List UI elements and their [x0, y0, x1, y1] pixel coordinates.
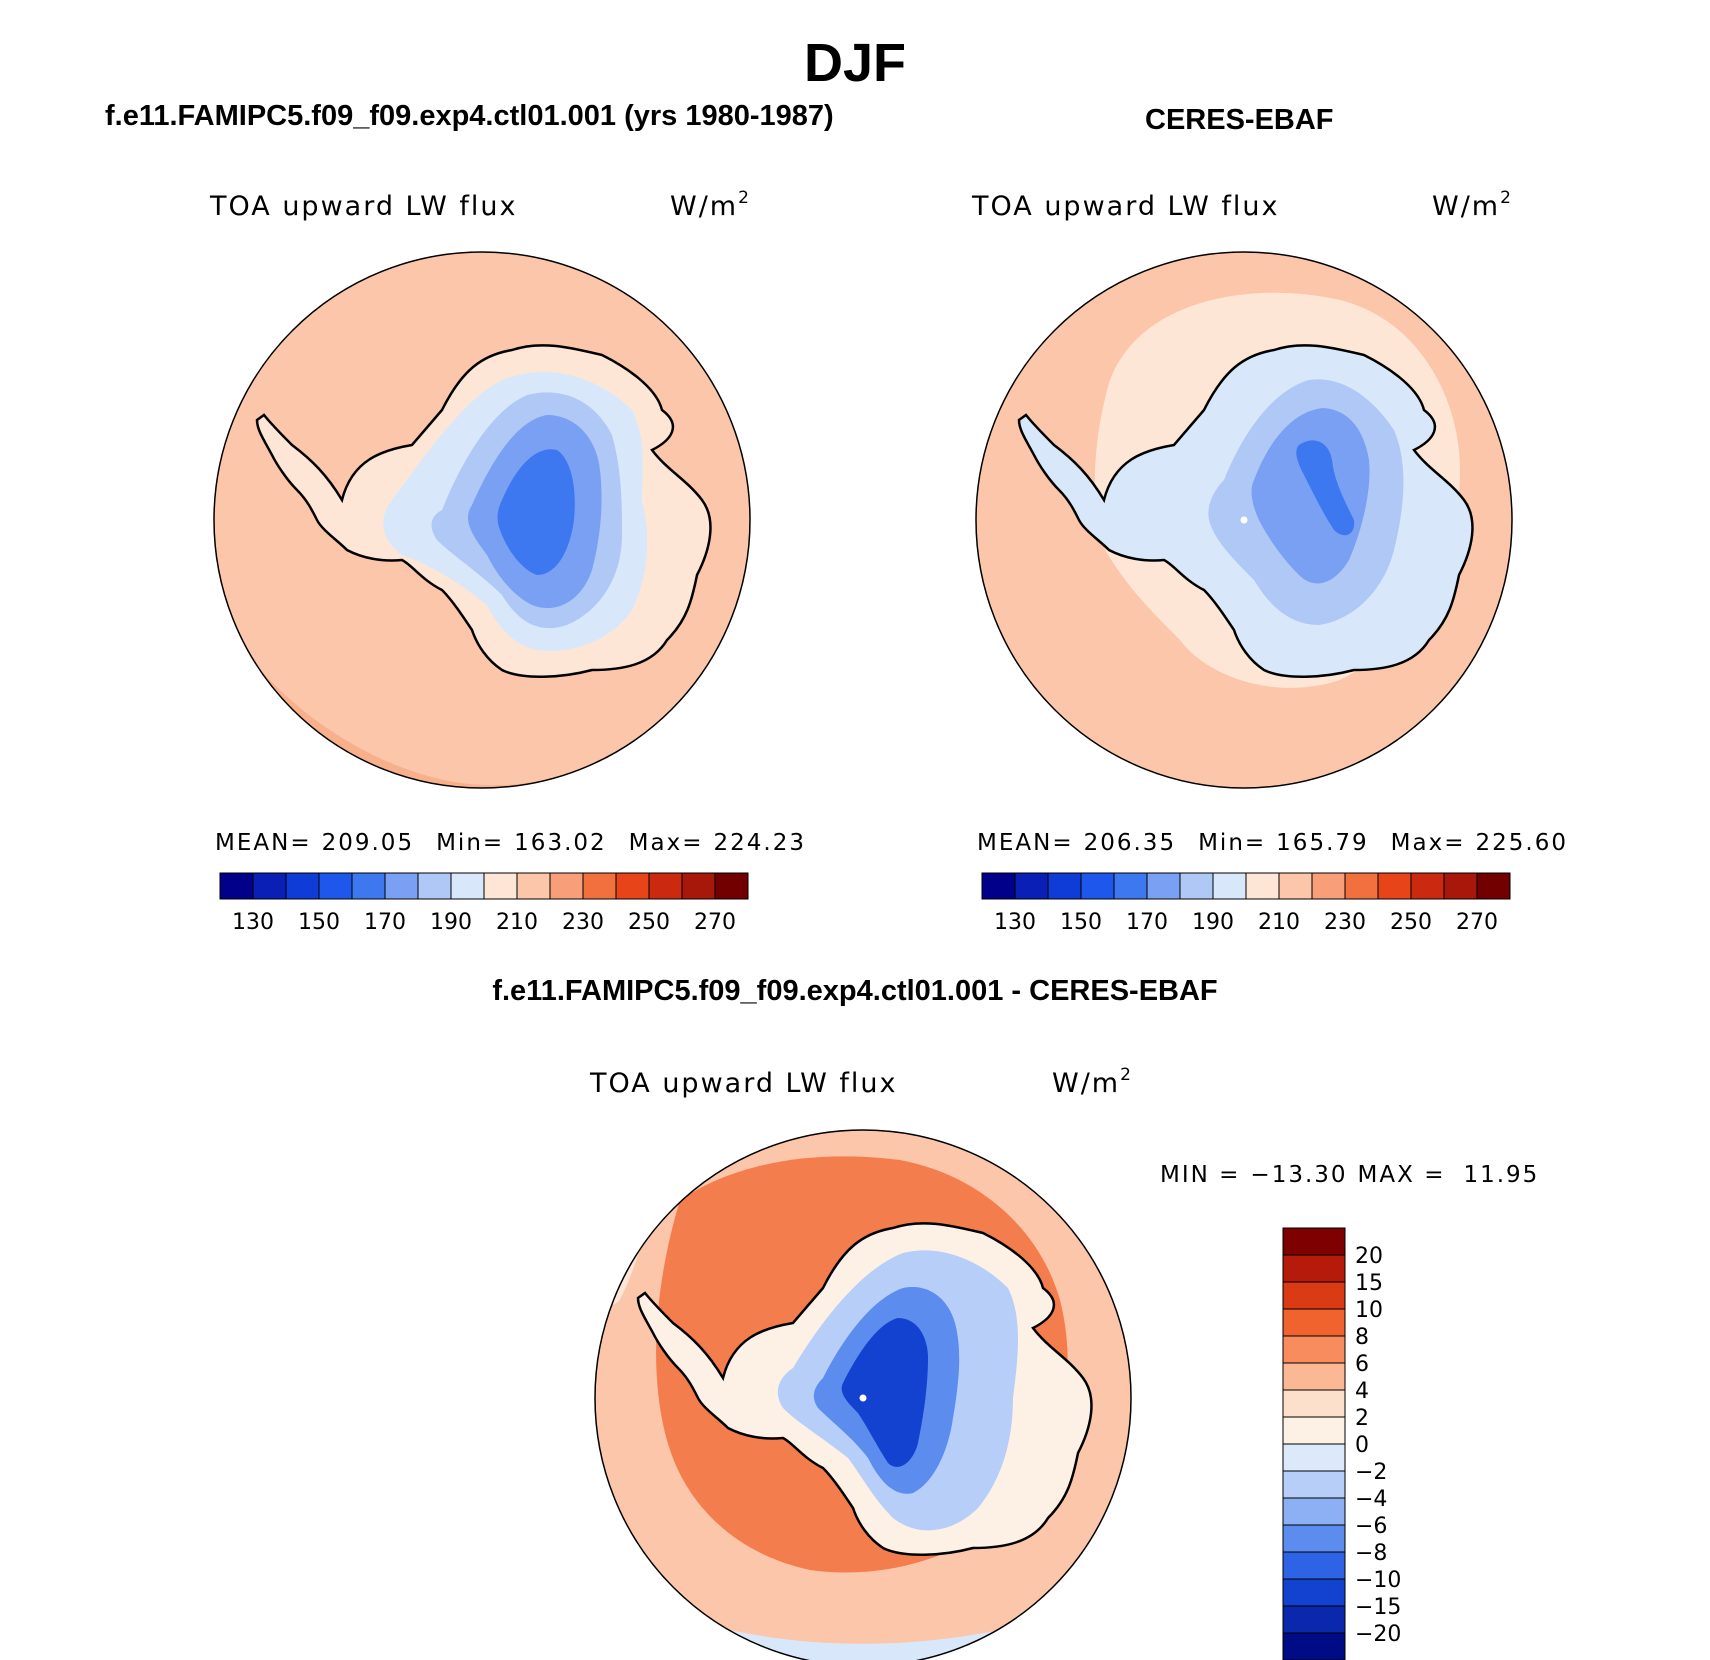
colorbar-swatch [615, 872, 650, 900]
colorbar-tick-label: 190 [1192, 910, 1234, 935]
model-map [213, 251, 751, 789]
colorbar-swatch [648, 872, 683, 900]
colorbar-swatch [252, 872, 287, 900]
colorbar-swatch [1278, 872, 1313, 900]
colorbar-tick-label: −15 [1355, 1595, 1401, 1620]
colorbar-swatch [681, 872, 716, 900]
colorbar-swatch [1282, 1551, 1346, 1580]
colorbar-swatch [1344, 872, 1379, 900]
colorbar-tick-label: 230 [1324, 910, 1366, 935]
colorbar-swatch [1311, 872, 1346, 900]
colorbar-tick-label: −6 [1355, 1514, 1387, 1539]
colorbar-tick-label: 4 [1355, 1379, 1369, 1404]
colorbar-tick-label: −8 [1355, 1541, 1387, 1566]
colorbar-tick-label: 250 [1390, 910, 1432, 935]
colorbar-tick-label: 250 [628, 910, 670, 935]
colorbar-swatch [1282, 1389, 1346, 1418]
colorbar-swatch [1282, 1416, 1346, 1445]
colorbar-swatch [1245, 872, 1280, 900]
colorbar-swatch [1146, 872, 1181, 900]
colorbar-tick-label: 150 [1060, 910, 1102, 935]
colorbar-swatch [549, 872, 584, 900]
colorbar-swatch [285, 872, 320, 900]
colorbar-tick-label: 210 [496, 910, 538, 935]
colorbar-swatch [483, 872, 518, 900]
figure-title: DJF [803, 33, 906, 93]
colorbar-swatch [1113, 872, 1148, 900]
colorbar-swatch [1476, 872, 1511, 900]
colorbar-swatch [714, 872, 749, 900]
colorbar-swatch [417, 872, 452, 900]
colorbar-tick-label: 270 [694, 910, 736, 935]
colorbar-swatch [219, 872, 254, 900]
obs-panel-header: CERES-EBAF [1145, 104, 1334, 136]
model-colorbar: 130 150 170 190 210 230 250 270 [219, 872, 749, 935]
colorbar-swatch [1282, 1497, 1346, 1526]
obs-colorbar: 130 150 170 190 210 230 250 270 [981, 872, 1511, 935]
colorbar-swatch [1047, 872, 1082, 900]
colorbar-swatch [450, 872, 485, 900]
colorbar-swatch [1282, 1578, 1346, 1607]
colorbar-swatch [351, 872, 386, 900]
colorbar-tick-label: −2 [1355, 1460, 1387, 1485]
colorbar-tick-label: 20 [1355, 1244, 1383, 1269]
colorbar-swatch [1410, 872, 1445, 900]
difference-map [594, 1129, 1132, 1660]
colorbar-swatch [1282, 1605, 1346, 1634]
colorbar-tick-label: 6 [1355, 1352, 1369, 1377]
colorbar-swatch [582, 872, 617, 900]
difference-panel-header: f.e11.FAMIPC5.f09_f09.exp4.ctl01.001 - C… [492, 975, 1218, 1007]
colorbar-tick-label: 170 [364, 910, 406, 935]
colorbar-swatch [1282, 1443, 1346, 1472]
colorbar-swatch [1080, 872, 1115, 900]
colorbar-swatch [1212, 872, 1247, 900]
model-units-label: W/m2 [670, 188, 751, 222]
obs-map [975, 251, 1513, 789]
difference-units-label: W/m2 [1052, 1065, 1133, 1099]
colorbar-swatch [1282, 1335, 1346, 1364]
colorbar-swatch [1282, 1254, 1346, 1283]
colorbar-tick-label: 230 [562, 910, 604, 935]
colorbar-tick-label: 130 [232, 910, 274, 935]
colorbar-swatch [1282, 1632, 1346, 1660]
colorbar-swatch [1443, 872, 1478, 900]
colorbar-swatch [1282, 1470, 1346, 1499]
colorbar-swatch [981, 872, 1016, 900]
colorbar-tick-label: 210 [1258, 910, 1300, 935]
colorbar-tick-label: 150 [298, 910, 340, 935]
obs-units-label: W/m2 [1432, 188, 1513, 222]
colorbar-swatch [1014, 872, 1049, 900]
model-variable-label: TOA upward LW flux [209, 191, 518, 222]
colorbar-swatch [516, 872, 551, 900]
colorbar-swatch [318, 872, 353, 900]
colorbar-swatch [1282, 1308, 1346, 1337]
colorbar-tick-label: 15 [1355, 1271, 1383, 1296]
colorbar-swatch [1282, 1281, 1346, 1310]
colorbar-tick-label: −10 [1355, 1568, 1401, 1593]
colorbar-tick-label: 10 [1355, 1298, 1383, 1323]
obs-stats: MEAN= 206.35 Min= 165.79 Max= 225.60 [977, 830, 1568, 856]
colorbar-tick-label: −4 [1355, 1487, 1387, 1512]
obs-variable-label: TOA upward LW flux [971, 191, 1280, 222]
colorbar-swatch [1282, 1524, 1346, 1553]
difference-variable-label: TOA upward LW flux [589, 1068, 898, 1099]
colorbar-tick-label: 0 [1355, 1433, 1369, 1458]
colorbar-tick-label: 8 [1355, 1325, 1369, 1350]
model-stats: MEAN= 209.05 Min= 163.02 Max= 224.23 [215, 830, 806, 856]
colorbar-swatch [1377, 872, 1412, 900]
colorbar-tick-label: 170 [1126, 910, 1168, 935]
colorbar-tick-label: 270 [1456, 910, 1498, 935]
colorbar-tick-label: 130 [994, 910, 1036, 935]
colorbar-swatch [1282, 1227, 1346, 1256]
colorbar-swatch [1282, 1362, 1346, 1391]
model-panel-header: f.e11.FAMIPC5.f09_f09.exp4.ctl01.001 (yr… [105, 100, 834, 132]
colorbar-tick-label: −20 [1355, 1622, 1401, 1647]
difference-stats: MIN = −13.30 MAX = 11.95 [1160, 1162, 1539, 1188]
colorbar-swatch [1179, 872, 1214, 900]
colorbar-tick-label: 2 [1355, 1406, 1369, 1431]
colorbar-tick-label: 190 [430, 910, 472, 935]
colorbar-swatch [384, 872, 419, 900]
